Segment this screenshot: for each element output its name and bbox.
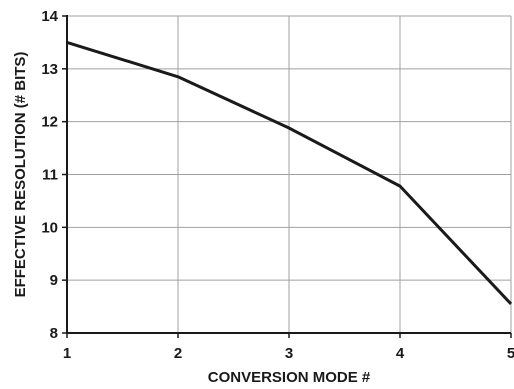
x-tick-label: 4 xyxy=(396,345,405,362)
axes xyxy=(62,15,512,338)
y-tick-label: 13 xyxy=(41,61,58,78)
x-tick-label: 3 xyxy=(285,345,293,362)
y-tick-label: 12 xyxy=(41,114,58,131)
x-tick-label: 5 xyxy=(507,345,514,362)
y-tick-label: 14 xyxy=(41,8,58,25)
y-tick-label: 9 xyxy=(50,272,58,289)
y-axis-title: EFFECTIVE RESOLUTION (# BITS) xyxy=(12,52,29,298)
x-tick-label: 2 xyxy=(174,345,182,362)
y-tick-label: 10 xyxy=(41,219,58,236)
x-tick-label: 1 xyxy=(63,345,71,362)
y-tick-labels: 8 9 10 11 12 13 14 xyxy=(41,8,58,342)
x-tick-labels: 1 2 3 4 5 xyxy=(63,345,514,362)
grid-lines xyxy=(67,16,511,333)
y-tick-label: 8 xyxy=(50,325,58,342)
y-tick-label: 11 xyxy=(42,167,58,184)
data-series xyxy=(66,40,513,305)
x-axis-title: CONVERSION MODE # xyxy=(208,369,371,386)
series-line xyxy=(66,40,513,305)
